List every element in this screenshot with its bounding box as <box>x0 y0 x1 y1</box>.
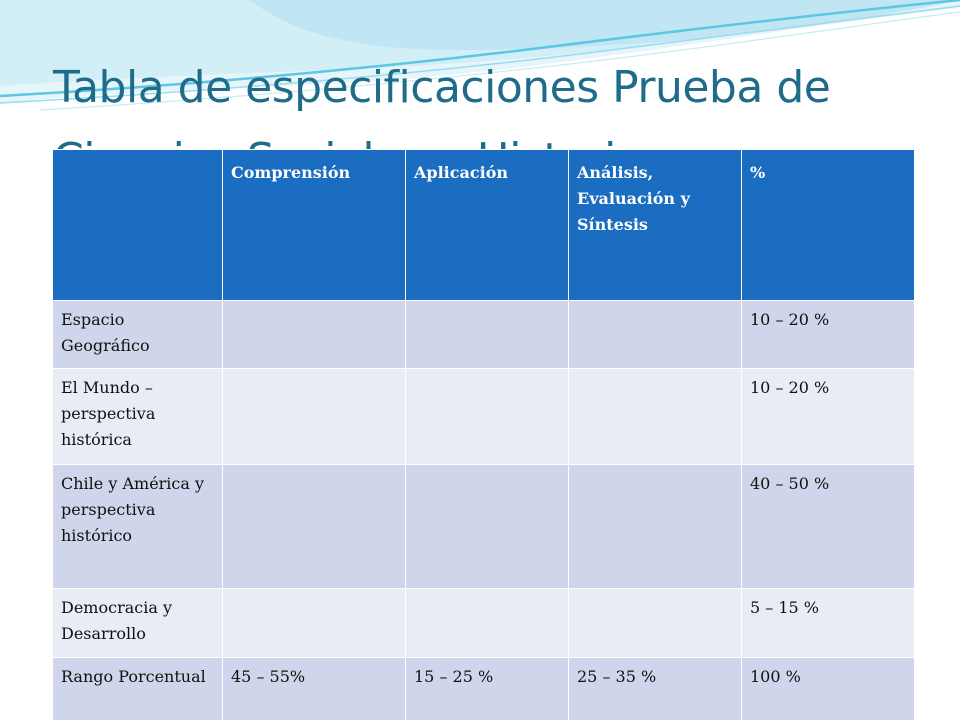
row-label: El Mundo – perspectiva histórica <box>52 368 223 465</box>
table-cell: 15 – 25 % <box>405 657 569 720</box>
table-row: Espacio Geográfico 10 – 20 % <box>52 300 915 369</box>
table-cell: 10 – 20 % <box>741 368 915 465</box>
header-cell-comprension: Comprensión <box>222 149 406 301</box>
table-cell <box>568 368 742 465</box>
row-label: Chile y América y perspectiva histórico <box>52 464 223 589</box>
row-label: Espacio Geográfico <box>52 300 223 369</box>
table-cell <box>568 464 742 589</box>
header-cell-aplicacion: Aplicación <box>405 149 569 301</box>
table-cell: 40 – 50 % <box>741 464 915 589</box>
table-header-row: Comprensión Aplicación Análisis, Evaluac… <box>52 149 915 301</box>
table-cell: 100 % <box>741 657 915 720</box>
table-cell <box>568 588 742 658</box>
table-cell <box>405 368 569 465</box>
table-cell <box>222 588 406 658</box>
header-cell-percent: % <box>741 149 915 301</box>
table-cell: 45 – 55% <box>222 657 406 720</box>
specification-table: Comprensión Aplicación Análisis, Evaluac… <box>52 149 915 720</box>
table-cell: 10 – 20 % <box>741 300 915 369</box>
table-row: Chile y América y perspectiva histórico … <box>52 464 915 589</box>
row-label: Rango Porcentual <box>52 657 223 720</box>
table-cell <box>405 464 569 589</box>
row-label: Democracia y Desarrollo <box>52 588 223 658</box>
table-cell <box>222 300 406 369</box>
table-cell <box>222 464 406 589</box>
table-row: El Mundo – perspectiva histórica 10 – 20… <box>52 368 915 465</box>
table-cell <box>222 368 406 465</box>
header-cell-analisis: Análisis, Evaluación y Síntesis <box>568 149 742 301</box>
table-cell: 25 – 35 % <box>568 657 742 720</box>
table-cell <box>405 300 569 369</box>
table-cell <box>568 300 742 369</box>
decorative-wave-header <box>0 0 960 111</box>
header-cell-empty <box>52 149 223 301</box>
table-row: Democracia y Desarrollo 5 – 15 % <box>52 588 915 658</box>
table-row: Rango Porcentual 45 – 55% 15 – 25 % 25 –… <box>52 657 915 720</box>
table-cell <box>405 588 569 658</box>
table-cell: 5 – 15 % <box>741 588 915 658</box>
